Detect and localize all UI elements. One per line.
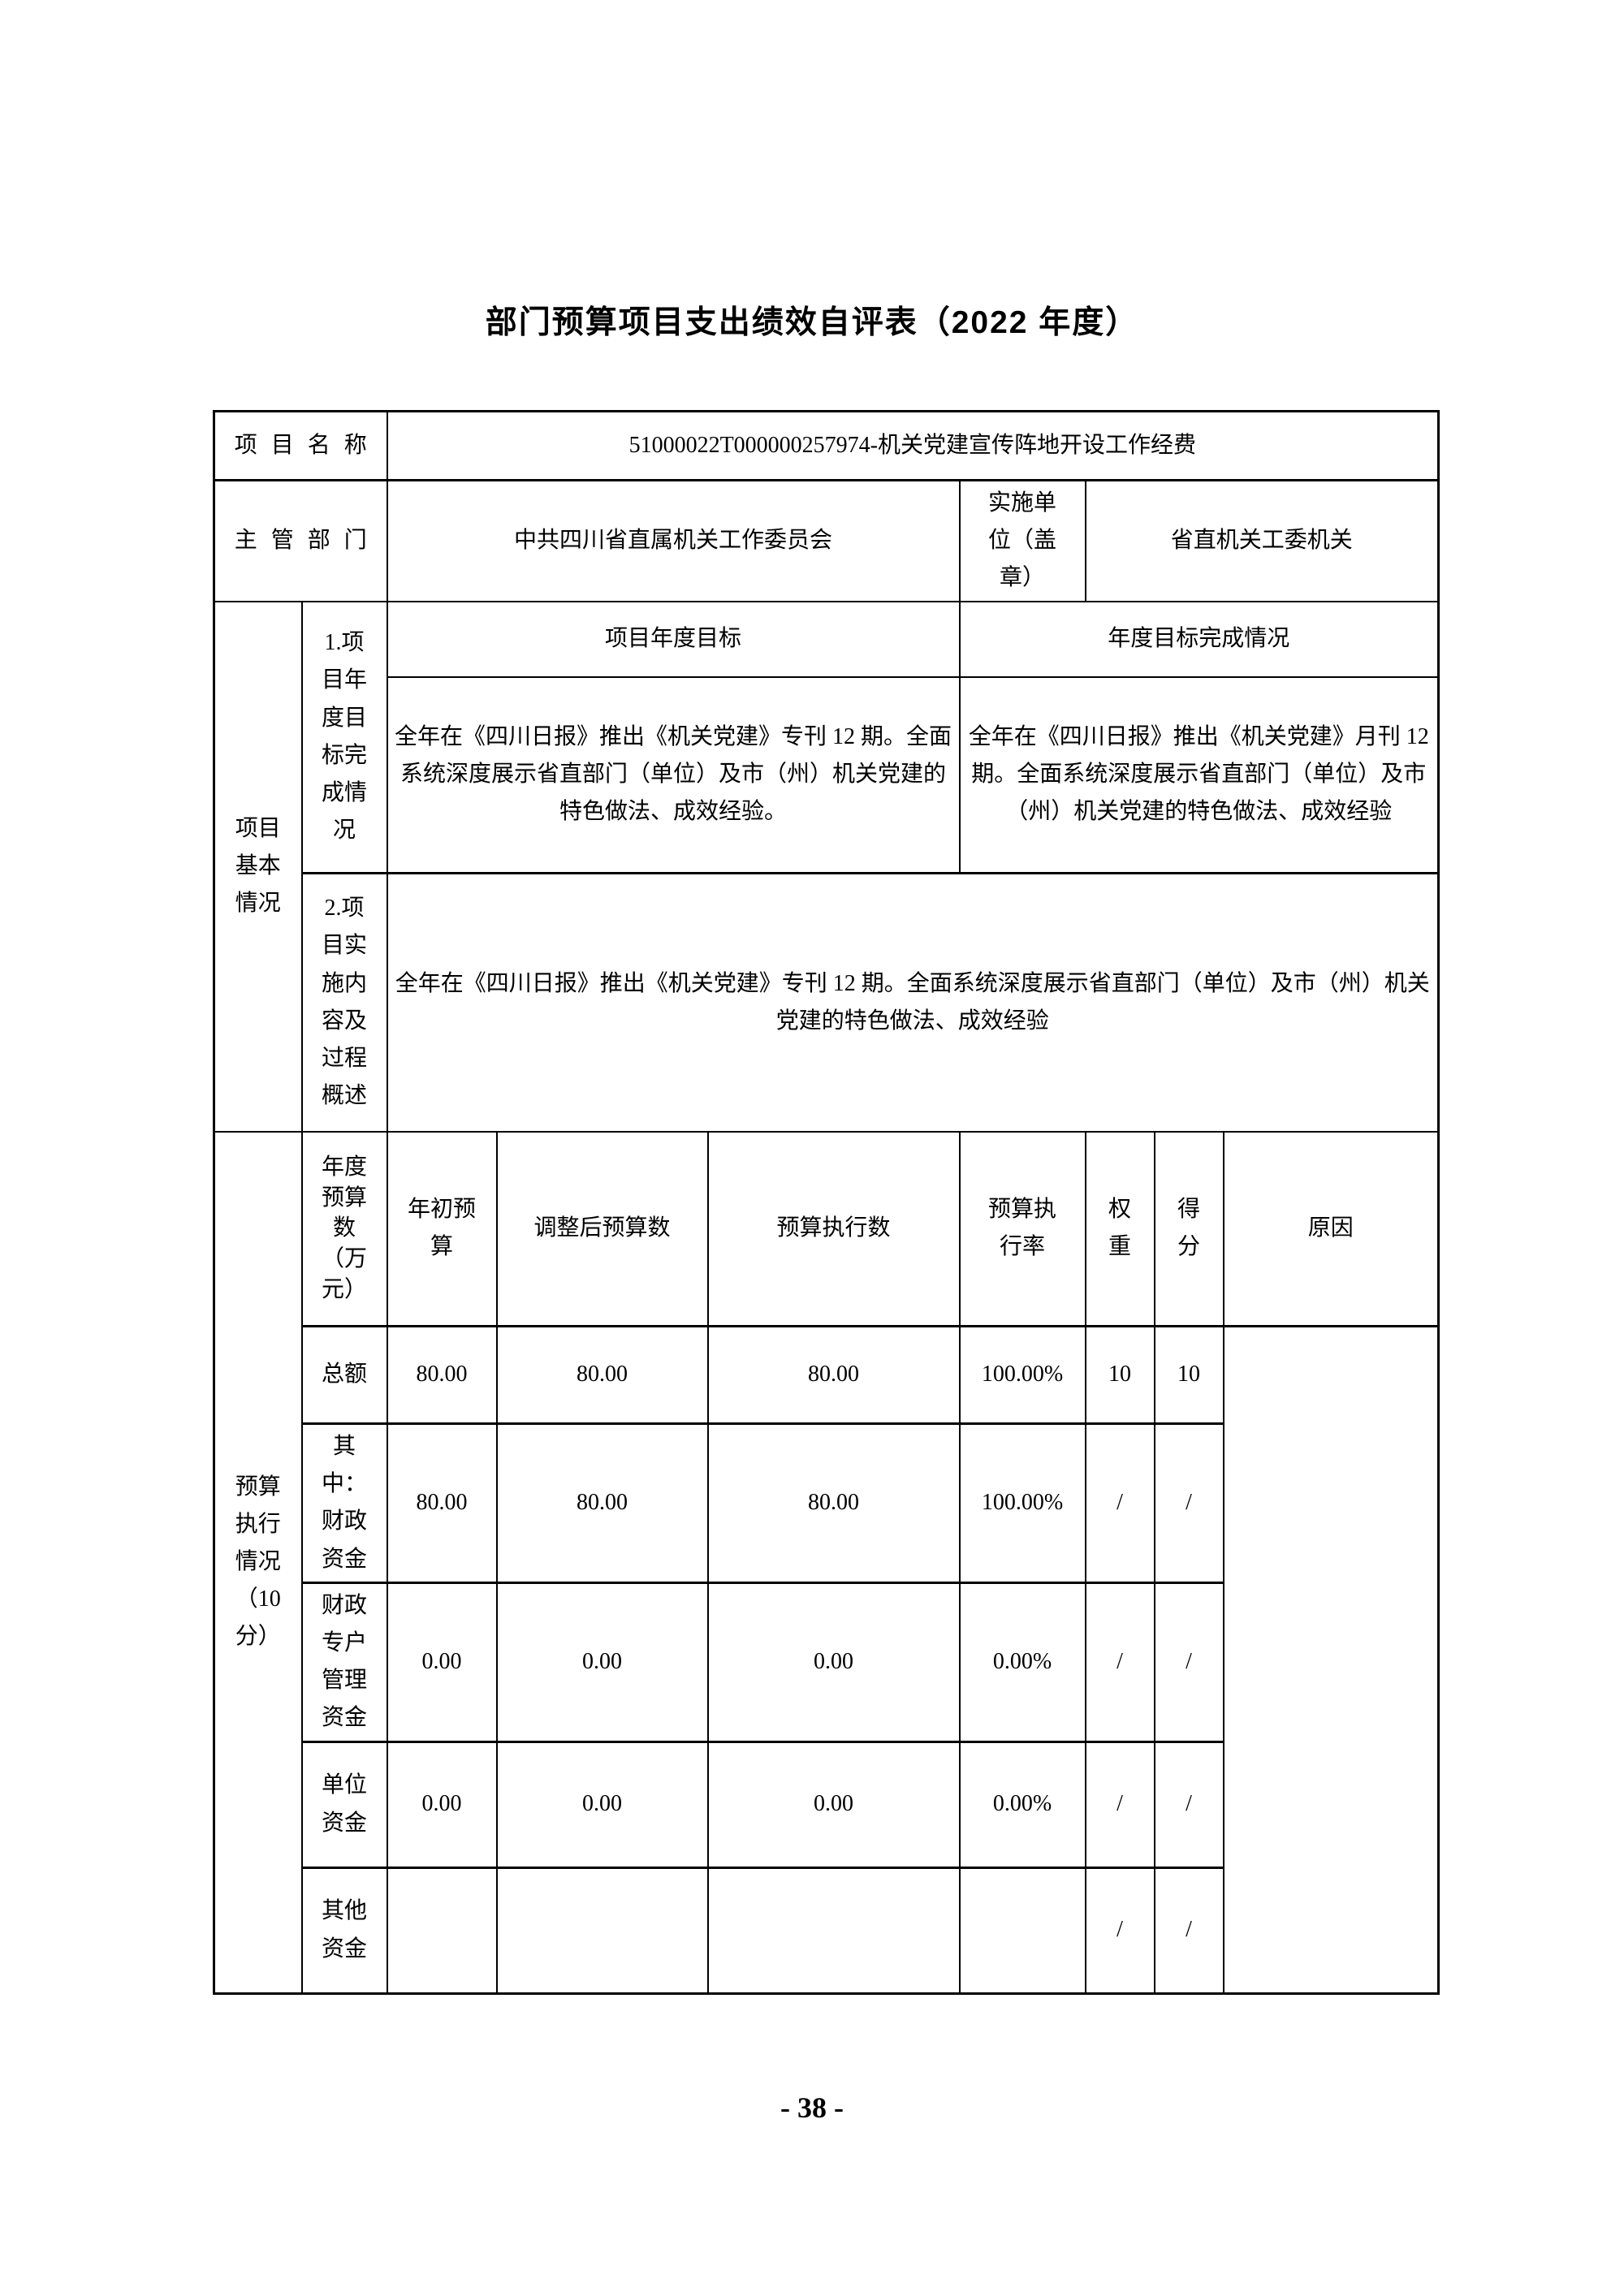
row-budget-header: 预算 执行 情况 （10 分） 年度 预算 数 （万 元） 年初预 算 调整后预… bbox=[213, 1130, 1440, 1995]
row-department: 主管部门 中共四川省直属机关工作委员会 实施单 位（盖 章） 省直机关工委机关 bbox=[213, 478, 1440, 602]
budget-row-total: 总额 80.00 80.00 80.00 100.00% 10 10 bbox=[214, 1325, 1440, 1995]
cell-adjusted: 0.00 bbox=[495, 1581, 709, 1743]
cell-initial: 0.00 bbox=[386, 1581, 498, 1743]
cell-score: 10 bbox=[1153, 1325, 1224, 1425]
cell-weight: / bbox=[1084, 1740, 1155, 1869]
cell-rate: 100.00% bbox=[958, 1325, 1086, 1425]
row-annual-goal-headers: 项目 基本 情况 1.项 目年 度目 标完 成情 况 项目年度目标 年度目标完成… bbox=[213, 600, 1440, 1133]
cell-executed bbox=[706, 1866, 961, 1995]
budget-col-executed-header: 预算执行数 bbox=[706, 1130, 961, 1327]
cell-rate bbox=[958, 1866, 1086, 1995]
budget-col-initial-header: 年初预 算 bbox=[386, 1130, 498, 1327]
cell-rate: 0.00% bbox=[958, 1740, 1086, 1869]
cell-rate: 0.00% bbox=[958, 1581, 1086, 1743]
budget-col-score-header: 得 分 bbox=[1153, 1130, 1224, 1327]
cell-executed: 80.00 bbox=[706, 1325, 961, 1425]
cell-score: / bbox=[1153, 1581, 1224, 1743]
cell-weight: / bbox=[1084, 1581, 1155, 1743]
reason-cell bbox=[1222, 1325, 1440, 1995]
implementation-section-label: 2.项 目实 施内 容及 过程 概述 bbox=[300, 872, 388, 1133]
section-budget-label: 预算 执行 情况 （10 分） bbox=[213, 1130, 303, 1995]
cell-label: 其 中： 财政 资金 bbox=[300, 1422, 388, 1584]
implementation-text: 全年在《四川日报》推出《机关党建》专刊 12 期。全面系统深度展示省直部门（单位… bbox=[386, 872, 1440, 1133]
page-number: - 38 - bbox=[780, 2091, 844, 2124]
budget-row-fiscal-funds: 其 中： 财政 资金 80.00 80.00 80.00 100.00% / / bbox=[214, 1422, 1439, 1584]
cell-rate: 100.00% bbox=[958, 1422, 1086, 1584]
budget-col-weight-header: 权 重 bbox=[1084, 1130, 1155, 1327]
self-evaluation-table: 项目名称 51000022T000000257974-机关党建宣传阵地开设工作经… bbox=[213, 410, 1440, 1995]
cell-score: / bbox=[1153, 1422, 1224, 1584]
budget-col-adjusted-header: 调整后预算数 bbox=[495, 1130, 709, 1327]
cell-initial: 0.00 bbox=[386, 1740, 498, 1869]
cell-weight: / bbox=[1084, 1422, 1155, 1584]
cell-initial bbox=[386, 1866, 498, 1995]
implement-unit-label: 实施单 位（盖 章） bbox=[958, 478, 1086, 602]
cell-score: / bbox=[1153, 1740, 1224, 1869]
budget-col-amount-header: 年度 预算 数 （万 元） bbox=[300, 1130, 388, 1327]
project-name-label: 项目名称 bbox=[213, 410, 388, 481]
budget-row-unit-funds: 单位 资金 0.00 0.00 0.00 0.00% / / bbox=[214, 1740, 1439, 1869]
cell-adjusted: 0.00 bbox=[495, 1740, 709, 1869]
cell-label: 总额 bbox=[300, 1325, 388, 1425]
budget-row-special-account-funds: 财政 专户 管理 资金 0.00 0.00 0.00 0.00% / / bbox=[214, 1581, 1439, 1743]
budget-col-rate-header: 预算执 行率 bbox=[958, 1130, 1086, 1327]
cell-adjusted bbox=[495, 1866, 709, 1995]
section-basic-info-label: 项目 基本 情况 bbox=[213, 600, 303, 1133]
cell-executed: 80.00 bbox=[706, 1422, 961, 1584]
row-project-name: 项目名称 51000022T000000257974-机关党建宣传阵地开设工作经… bbox=[213, 410, 1440, 481]
cell-initial: 80.00 bbox=[386, 1325, 498, 1425]
cell-adjusted: 80.00 bbox=[495, 1422, 709, 1584]
annual-goal-text: 全年在《四川日报》推出《机关党建》专刊 12 期。全面系统深度展示省直部门（单位… bbox=[386, 675, 961, 874]
project-name-value: 51000022T000000257974-机关党建宣传阵地开设工作经费 bbox=[386, 410, 1440, 481]
cell-score: / bbox=[1153, 1866, 1224, 1995]
cell-executed: 0.00 bbox=[706, 1740, 961, 1869]
annual-goal-header: 项目年度目标 bbox=[386, 600, 961, 678]
annual-goal-section-label: 1.项 目年 度目 标完 成情 况 bbox=[300, 600, 388, 874]
row-annual-goal-texts: 全年在《四川日报》推出《机关党建》专刊 12 期。全面系统深度展示省直部门（单位… bbox=[214, 675, 1440, 874]
cell-label: 其他 资金 bbox=[300, 1866, 388, 1995]
department-value: 中共四川省直属机关工作委员会 bbox=[386, 478, 961, 602]
cell-weight: / bbox=[1084, 1866, 1155, 1995]
page-title: 部门预算项目支出绩效自评表（2022 年度） bbox=[485, 305, 1139, 340]
cell-adjusted: 80.00 bbox=[495, 1325, 709, 1425]
department-label: 主管部门 bbox=[213, 478, 388, 602]
cell-label: 财政 专户 管理 资金 bbox=[300, 1581, 388, 1743]
implement-unit-value: 省直机关工委机关 bbox=[1084, 478, 1440, 602]
cell-weight: 10 bbox=[1084, 1325, 1155, 1425]
cell-executed: 0.00 bbox=[706, 1581, 961, 1743]
row-implementation: 2.项 目实 施内 容及 过程 概述 全年在《四川日报》推出《机关党建》专刊 1… bbox=[214, 872, 1440, 1133]
goal-completion-text: 全年在《四川日报》推出《机关党建》月刊 12 期。全面系统深度展示省直部门（单位… bbox=[958, 675, 1440, 874]
cell-initial: 80.00 bbox=[386, 1422, 498, 1584]
cell-label: 单位 资金 bbox=[300, 1740, 388, 1869]
goal-completion-header: 年度目标完成情况 bbox=[958, 600, 1440, 678]
budget-row-other-funds: 其他 资金 / / bbox=[214, 1866, 1439, 1995]
budget-col-reason-header: 原因 bbox=[1222, 1130, 1440, 1327]
